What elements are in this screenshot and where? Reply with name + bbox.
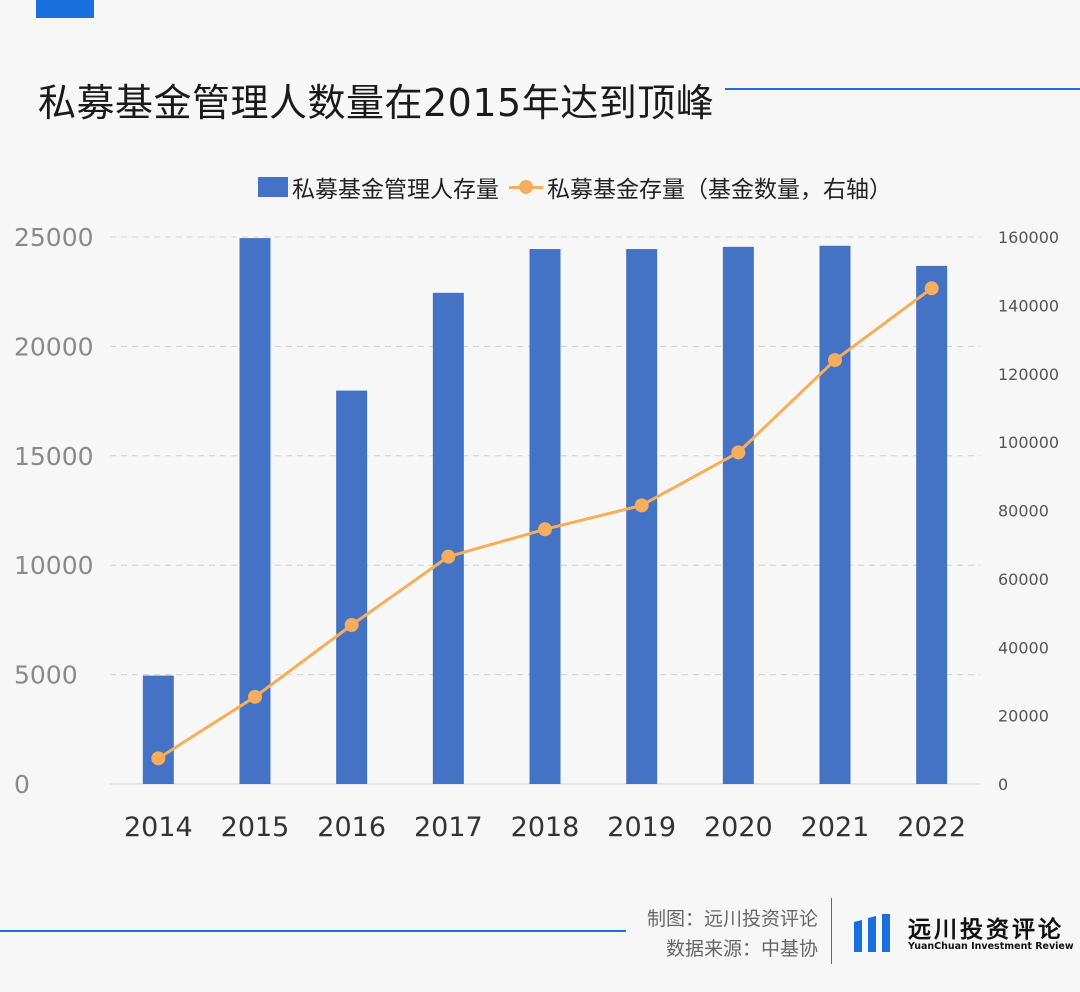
- legend-bar-label: 私募基金管理人存量: [292, 177, 499, 203]
- x-tick-label: 2018: [511, 812, 580, 843]
- y-right-tick-label: 0: [998, 775, 1008, 794]
- logo-en-text: YuanChuan Investment Review: [908, 941, 1074, 952]
- corner-accent-block: [36, 0, 94, 18]
- y-left-tick-label: 15000: [14, 442, 94, 471]
- x-tick-label: 2021: [801, 812, 870, 843]
- logo-bars-icon: [854, 914, 890, 952]
- y-left-tick-label: 0: [14, 770, 30, 799]
- x-tick-label: 2015: [221, 812, 290, 843]
- y-right-tick-label: 100000: [998, 433, 1059, 452]
- x-tick-label: 2017: [414, 812, 483, 843]
- footer-rule: [0, 930, 626, 932]
- credit-source: 数据来源：中基协: [665, 938, 818, 960]
- legend-line-swatch: [509, 177, 543, 197]
- line-point: [634, 498, 649, 513]
- bar: [819, 245, 851, 784]
- y-right-tick-label: 60000: [998, 570, 1049, 589]
- y-left-tick-label: 20000: [14, 332, 94, 361]
- y-right-tick-label: 140000: [998, 296, 1059, 315]
- x-tick-label: 2014: [124, 812, 193, 843]
- bar: [626, 249, 658, 784]
- y-right-tick-label: 120000: [998, 365, 1059, 384]
- y-right-tick-label: 80000: [998, 502, 1049, 521]
- bar: [432, 292, 464, 784]
- y-right-tick-label: 160000: [998, 228, 1059, 247]
- title-rule: [725, 88, 1080, 90]
- bar: [916, 265, 948, 784]
- y-right-tick-label: 40000: [998, 638, 1049, 657]
- chart-legend: 私募基金管理人存量 私募基金存量（基金数量，右轴）: [258, 170, 892, 204]
- y-left-tick-label: 10000: [14, 551, 94, 580]
- x-tick-label: 2022: [897, 812, 966, 843]
- line-point: [538, 522, 552, 537]
- bar: [529, 249, 561, 784]
- page-title: 私募基金管理人数量在2015年达到顶峰: [38, 81, 715, 125]
- footer-divider: [831, 898, 832, 964]
- line-point: [731, 445, 746, 460]
- credit-maker: 制图：远川投资评论: [646, 908, 818, 930]
- line-point: [248, 689, 262, 704]
- line-point: [924, 281, 939, 296]
- y-left-tick-label: 25000: [14, 223, 94, 252]
- legend-line-label: 私募基金存量（基金数量，右轴）: [547, 177, 892, 203]
- bar: [336, 390, 368, 784]
- chart: 0 5000 10000 15000 20000 25000 0 20000 40000 6000…: [14, 223, 1059, 843]
- line-point: [344, 618, 359, 633]
- bar: [142, 675, 174, 784]
- y-right-tick-label: 20000: [998, 707, 1049, 726]
- x-tick-label: 2019: [607, 812, 676, 843]
- y-left-tick-label: 5000: [14, 661, 78, 690]
- line-point: [441, 549, 456, 564]
- line-point: [151, 751, 166, 766]
- x-tick-label: 2016: [317, 812, 386, 843]
- logo-cn-text: 远川投资评论: [908, 917, 1064, 943]
- legend-bar-swatch: [258, 177, 288, 197]
- bar: [722, 246, 754, 784]
- x-tick-label: 2020: [704, 812, 773, 843]
- line-point: [828, 353, 842, 368]
